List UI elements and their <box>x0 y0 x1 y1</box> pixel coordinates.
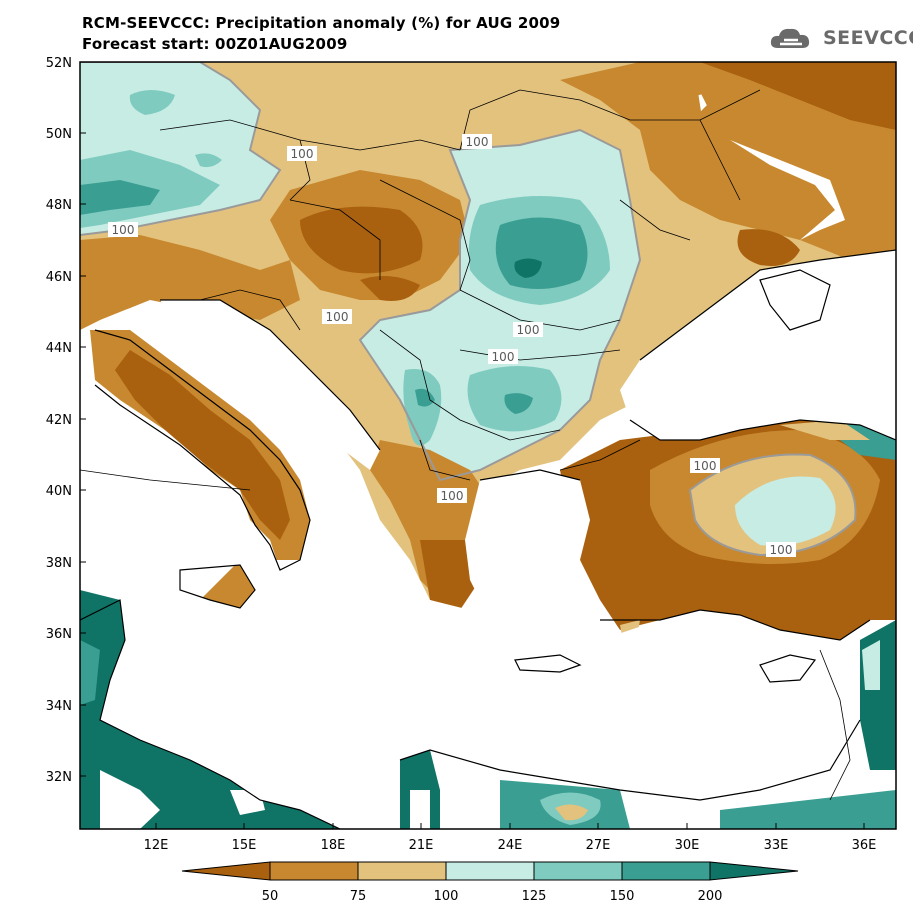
country-borders <box>80 89 851 801</box>
lat-label: 34N <box>46 699 72 714</box>
svg-text:100: 100 <box>694 459 717 473</box>
seevccc-logo: SEEVCCC <box>768 24 913 54</box>
svg-text:100: 100 <box>492 350 515 364</box>
latitude-axis: 52N 50N 48N 46N 44N 42N 40N 38N 36N 34N … <box>46 56 86 785</box>
map-frame <box>79 61 897 830</box>
lat-label: 44N <box>46 341 72 356</box>
adriatic-sea <box>160 300 380 470</box>
lon-label: 24E <box>498 838 523 853</box>
lon-label: 27E <box>586 838 611 853</box>
contour-label: 100 <box>462 134 492 149</box>
contour-label: 100 <box>287 146 317 161</box>
lat-label: 52N <box>46 56 72 71</box>
lat-label: 36N <box>46 627 72 642</box>
lon-label: 33E <box>764 838 789 853</box>
svg-text:100: 100 <box>441 489 464 503</box>
svg-text:100: 100 <box>112 223 135 237</box>
colorbar-tick: 200 <box>698 889 723 904</box>
contour-label: 100 <box>437 488 467 503</box>
region-wet-africa <box>80 590 340 829</box>
logo-text: SEEVCCC <box>823 27 913 49</box>
contour-labels: 100 100 100 100 100 100 100 100 100 <box>108 134 796 557</box>
contour-label: 100 <box>322 309 352 324</box>
colorbar-segment <box>709 861 799 881</box>
region-dry-north-east <box>560 62 896 260</box>
colorbar-segment <box>181 861 271 881</box>
lon-label: 15E <box>232 838 257 853</box>
lat-label: 50N <box>46 127 72 142</box>
contour-label: 100 <box>108 222 138 237</box>
forecast-start-label: Forecast start: 00Z01AUG2009 <box>82 35 348 53</box>
lat-label: 42N <box>46 413 72 428</box>
lon-label: 18E <box>321 838 346 853</box>
contour-label: 100 <box>690 458 720 473</box>
svg-text:100: 100 <box>770 543 793 557</box>
colorbar-tick: 50 <box>262 889 279 904</box>
lat-label: 48N <box>46 198 72 213</box>
colorbar-segment <box>533 861 623 881</box>
lon-label: 12E <box>144 838 169 853</box>
longitude-axis: 12E 15E 18E 21E 24E 27E 30E 33E 36E <box>144 823 877 853</box>
colorbar-segment <box>269 861 359 881</box>
anomaly-field <box>80 62 896 829</box>
contour-label: 100 <box>513 322 543 337</box>
svg-text:100: 100 <box>517 323 540 337</box>
coastlines <box>80 249 896 829</box>
colorbar-tick: 125 <box>522 889 547 904</box>
aegean-sea <box>465 470 620 650</box>
lat-label: 46N <box>46 270 72 285</box>
colorbar-tick: 75 <box>350 889 367 904</box>
svg-text:100: 100 <box>326 310 349 324</box>
cloud-logo-icon <box>770 28 810 48</box>
colorbar-segment <box>357 861 447 881</box>
colorbar-segment <box>621 861 711 881</box>
lat-label: 38N <box>46 556 72 571</box>
contour-100-lines <box>80 62 857 557</box>
svg-text:100: 100 <box>291 147 314 161</box>
colorbar-tick: 150 <box>610 889 635 904</box>
colorbar: 50 75 100 125 150 200 <box>181 861 799 904</box>
map-title: RCM-SEEVCCC: Precipitation anomaly (%) f… <box>82 14 561 32</box>
lon-label: 36E <box>852 838 877 853</box>
lat-label: 40N <box>46 484 72 499</box>
lon-label: 21E <box>409 838 434 853</box>
colorbar-tick: 100 <box>434 889 459 904</box>
colorbar-segment <box>445 861 535 881</box>
contour-label: 100 <box>488 349 518 364</box>
svg-text:100: 100 <box>466 135 489 149</box>
contour-label: 100 <box>766 542 796 557</box>
lon-label: 30E <box>675 838 700 853</box>
lat-label: 32N <box>46 770 72 785</box>
